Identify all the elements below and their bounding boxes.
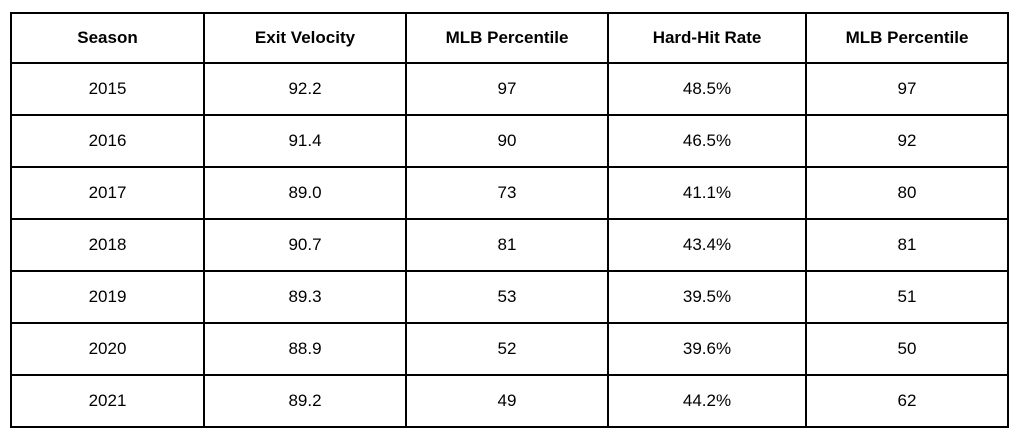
cell-mlb-percentile-hh: 80 [805,166,1009,220]
cell-hard-hit-rate: 41.1% [607,166,807,220]
cell-season: 2019 [10,270,205,324]
cell-mlb-percentile-ev: 97 [405,62,609,116]
cell-hard-hit-rate: 46.5% [607,114,807,168]
cell-mlb-percentile-ev: 49 [405,374,609,428]
cell-exit-velocity: 88.9 [203,322,407,376]
cell-exit-velocity: 89.3 [203,270,407,324]
cell-exit-velocity: 91.4 [203,114,407,168]
cell-hard-hit-rate: 39.5% [607,270,807,324]
cell-hard-hit-rate: 43.4% [607,218,807,272]
cell-exit-velocity: 92.2 [203,62,407,116]
table-row: 2021 89.2 49 44.2% 62 [10,374,1009,428]
table-row: 2018 90.7 81 43.4% 81 [10,218,1009,272]
cell-mlb-percentile-hh: 50 [805,322,1009,376]
header-cell-exit-velocity: Exit Velocity [203,12,407,64]
table-row: 2015 92.2 97 48.5% 97 [10,62,1009,116]
header-cell-hard-hit-rate: Hard-Hit Rate [607,12,807,64]
cell-mlb-percentile-hh: 97 [805,62,1009,116]
cell-season: 2020 [10,322,205,376]
cell-mlb-percentile-ev: 90 [405,114,609,168]
cell-season: 2021 [10,374,205,428]
season-stats-table: Season Exit Velocity MLB Percentile Hard… [10,12,1009,428]
table-row: 2017 89.0 73 41.1% 80 [10,166,1009,220]
header-row: Season Exit Velocity MLB Percentile Hard… [10,12,1009,64]
cell-season: 2018 [10,218,205,272]
cell-season: 2016 [10,114,205,168]
cell-hard-hit-rate: 44.2% [607,374,807,428]
cell-mlb-percentile-ev: 53 [405,270,609,324]
cell-hard-hit-rate: 39.6% [607,322,807,376]
cell-hard-hit-rate: 48.5% [607,62,807,116]
cell-season: 2017 [10,166,205,220]
cell-mlb-percentile-ev: 73 [405,166,609,220]
table-row: 2019 89.3 53 39.5% 51 [10,270,1009,324]
cell-exit-velocity: 90.7 [203,218,407,272]
cell-mlb-percentile-hh: 51 [805,270,1009,324]
cell-exit-velocity: 89.0 [203,166,407,220]
cell-mlb-percentile-ev: 52 [405,322,609,376]
cell-mlb-percentile-hh: 81 [805,218,1009,272]
table-row: 2020 88.9 52 39.6% 50 [10,322,1009,376]
cell-season: 2015 [10,62,205,116]
cell-exit-velocity: 89.2 [203,374,407,428]
table-row: 2016 91.4 90 46.5% 92 [10,114,1009,168]
cell-mlb-percentile-ev: 81 [405,218,609,272]
table-header: Season Exit Velocity MLB Percentile Hard… [10,12,1009,64]
header-cell-mlb-percentile-hh: MLB Percentile [805,12,1009,64]
header-cell-season: Season [10,12,205,64]
cell-mlb-percentile-hh: 62 [805,374,1009,428]
table-body: 2015 92.2 97 48.5% 97 2016 91.4 90 46.5%… [10,62,1009,428]
cell-mlb-percentile-hh: 92 [805,114,1009,168]
header-cell-mlb-percentile-ev: MLB Percentile [405,12,609,64]
